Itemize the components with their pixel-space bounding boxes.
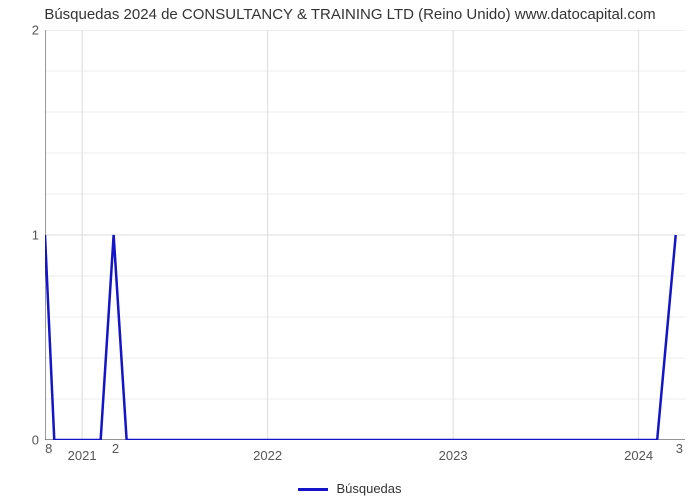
x-tick-label: 2022 bbox=[253, 448, 282, 463]
chart-title: Búsquedas 2024 de CONSULTANCY & TRAINING… bbox=[0, 6, 700, 23]
x-tick-label: 2024 bbox=[624, 448, 653, 463]
x-tick-label: 2023 bbox=[439, 448, 468, 463]
x-tick-label: 2021 bbox=[68, 448, 97, 463]
data-point-label: 2 bbox=[112, 441, 119, 456]
legend-swatch bbox=[298, 488, 328, 491]
data-point-label: 3 bbox=[676, 441, 683, 456]
series-line bbox=[45, 235, 676, 440]
y-tick-label: 2 bbox=[5, 23, 45, 38]
plot-area bbox=[45, 30, 685, 440]
y-tick-label: 1 bbox=[5, 228, 45, 243]
data-point-label: 8 bbox=[45, 441, 52, 456]
legend: Búsquedas bbox=[0, 481, 700, 496]
x-axis-labels: 2021 2022 2023 2024 bbox=[45, 440, 685, 470]
legend-label: Búsquedas bbox=[336, 481, 401, 496]
y-axis-labels: 012 bbox=[0, 30, 45, 440]
chart-container: Búsquedas 2024 de CONSULTANCY & TRAINING… bbox=[0, 0, 700, 500]
y-tick-label: 0 bbox=[5, 433, 45, 448]
